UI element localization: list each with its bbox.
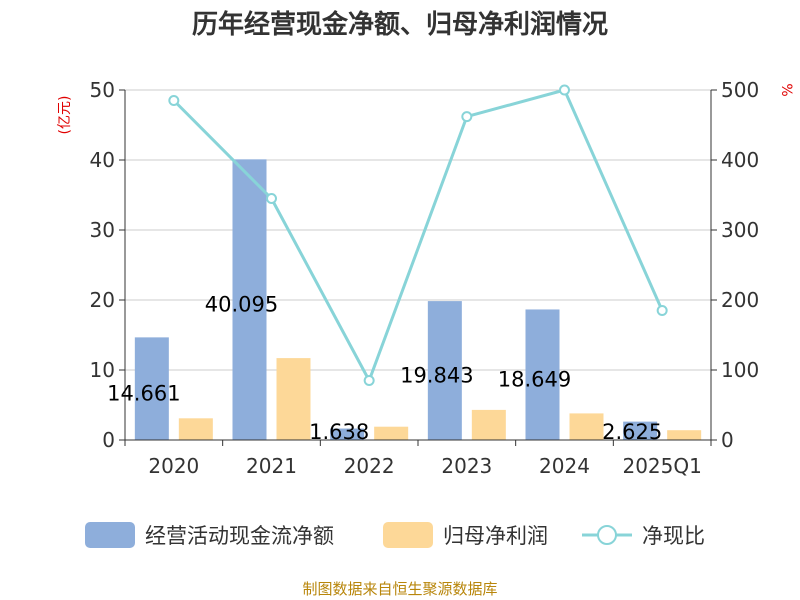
bar-net-profit xyxy=(667,430,702,440)
grid xyxy=(125,89,711,371)
x-tick-label: 2025Q1 xyxy=(622,454,701,478)
source-note: 制图数据来自恒生聚源数据库 xyxy=(302,580,497,598)
bar-cash-flow xyxy=(232,159,267,440)
x-tick-label: 2023 xyxy=(441,454,492,478)
bar-net-profit xyxy=(276,358,311,440)
left-tick-label: 40 xyxy=(90,148,115,172)
legend-swatch-net-profit xyxy=(383,522,433,548)
x-tick-label: 2024 xyxy=(539,454,590,478)
data-label-cash-flow: 19.843 xyxy=(400,364,473,388)
legend-label-cash-flow: 经营活动现金流净额 xyxy=(145,524,334,548)
ratio-point xyxy=(461,111,473,123)
data-label-cash-flow: 40.095 xyxy=(205,293,278,317)
ratio-point xyxy=(559,84,570,96)
right-axis-unit: % xyxy=(778,83,794,96)
bar-net-profit xyxy=(569,413,604,440)
left-tick-label: 0 xyxy=(102,428,115,452)
chart-title: 历年经营现金净额、归母净利润情况 xyxy=(192,9,608,40)
bar-net-profit xyxy=(374,426,409,440)
ratio-line-path xyxy=(172,88,664,382)
ratio-point xyxy=(363,375,375,386)
x-tick-label: 2020 xyxy=(148,454,199,478)
data-label-cash-flow: 1.638 xyxy=(309,420,369,444)
left-tick-label: 10 xyxy=(90,358,115,382)
legend-label-net-profit: 归母净利润 xyxy=(443,524,548,548)
left-axis-unit: (亿元) xyxy=(57,96,73,135)
ratio-point xyxy=(266,193,277,204)
ratio-point xyxy=(168,95,180,106)
x-tick-label: 2021 xyxy=(246,454,297,478)
right-tick-label: 200 xyxy=(721,288,759,312)
bars xyxy=(134,159,702,440)
legend-label-ratio: 净现比 xyxy=(642,524,705,548)
right-tick-label: 100 xyxy=(721,358,759,382)
ratio-line xyxy=(168,84,668,386)
data-label-cash-flow: 14.661 xyxy=(107,382,180,406)
data-label-cash-flow: 18.649 xyxy=(498,368,571,392)
legend-swatch-cash-flow xyxy=(85,522,135,548)
legend: 经营活动现金流净额 归母净利润 净现比 xyxy=(85,522,705,548)
right-tick-label: 0 xyxy=(721,428,734,452)
left-tick-label: 20 xyxy=(90,288,115,312)
left-tick-label: 50 xyxy=(90,78,115,102)
left-tick-label: 30 xyxy=(90,218,115,242)
bar-cash-flow xyxy=(623,421,658,440)
bar-net-profit xyxy=(471,409,506,440)
data-label-cash-flow: 2.625 xyxy=(602,420,662,444)
legend-swatch-ratio-marker xyxy=(597,525,617,545)
ratio-point xyxy=(656,305,668,316)
x-tick-label: 2022 xyxy=(344,454,395,478)
bar-cash-flow xyxy=(330,428,365,440)
right-tick-label: 500 xyxy=(721,78,759,102)
data-labels: 14.661 40.095 1.638 19.843 18.649 2.625 xyxy=(107,293,662,444)
bar-net-profit xyxy=(178,418,213,440)
right-tick-label: 300 xyxy=(721,218,759,242)
bar-cash-flow xyxy=(427,301,462,440)
bar-cash-flow xyxy=(525,309,560,440)
right-tick-label: 400 xyxy=(721,148,759,172)
bar-cash-flow xyxy=(134,337,169,440)
